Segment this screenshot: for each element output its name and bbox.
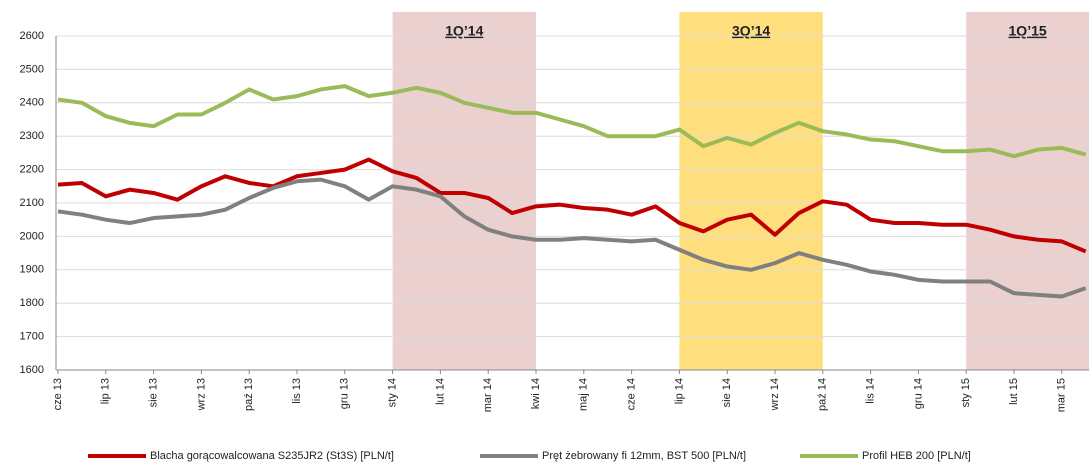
y-tick-label: 2200 xyxy=(20,164,44,176)
y-tick-label: 1800 xyxy=(20,297,44,309)
x-tick-label: wrz 14 xyxy=(769,378,781,411)
y-tick-label: 2300 xyxy=(20,130,44,142)
series-line xyxy=(57,177,1087,299)
legend-label: Profil HEB 200 [PLN/t] xyxy=(862,450,971,462)
x-tick-label: lis 13 xyxy=(291,378,303,404)
x-tick-label: paź 13 xyxy=(243,378,255,411)
x-tick-label: kwi 14 xyxy=(530,378,542,409)
x-tick-label: gru 14 xyxy=(912,378,924,409)
highlight-band xyxy=(966,12,1089,370)
x-tick-label: lis 14 xyxy=(865,378,877,404)
x-tick-label: cze 14 xyxy=(626,378,638,410)
legend-label: Blacha gorącowalcowana S235JR2 (St3S) [P… xyxy=(150,450,394,462)
highlight-band xyxy=(679,12,823,370)
x-tick-label: cze 13 xyxy=(52,378,64,410)
band-label: 1Q’15 xyxy=(1009,23,1047,39)
band-label: 1Q’14 xyxy=(445,23,483,39)
y-tick-label: 2000 xyxy=(20,230,44,242)
x-tick-label: wrz 13 xyxy=(195,378,207,411)
series-line xyxy=(57,157,1087,254)
x-tick-label: sty 15 xyxy=(960,378,972,407)
x-tick-label: lip 14 xyxy=(673,378,685,404)
y-tick-label: 1700 xyxy=(20,331,44,343)
x-tick-label: lut 14 xyxy=(434,378,446,405)
x-tick-label: gru 13 xyxy=(339,378,351,409)
band-label: 3Q’14 xyxy=(732,23,770,39)
x-tick-label: maj 14 xyxy=(578,378,590,411)
x-tick-label: sie 13 xyxy=(148,378,160,407)
x-tick-label: sty 14 xyxy=(387,378,399,407)
y-tick-label: 1900 xyxy=(20,264,44,276)
legend-label: Pręt żebrowany fi 12mm, BST 500 [PLN/t] xyxy=(542,450,746,462)
x-tick-label: lut 15 xyxy=(1008,378,1020,405)
x-tick-label: lip 13 xyxy=(100,378,112,404)
series-line xyxy=(57,84,1087,159)
y-tick-label: 2100 xyxy=(20,197,44,209)
x-tick-label: sie 14 xyxy=(721,378,733,407)
y-tick-label: 2500 xyxy=(20,63,44,75)
y-tick-label: 1600 xyxy=(20,364,44,376)
y-tick-label: 2600 xyxy=(20,30,44,42)
x-tick-label: mar 14 xyxy=(482,378,494,412)
y-tick-label: 2400 xyxy=(20,97,44,109)
x-tick-label: mar 15 xyxy=(1056,378,1068,412)
x-tick-label: paź 14 xyxy=(817,378,829,411)
